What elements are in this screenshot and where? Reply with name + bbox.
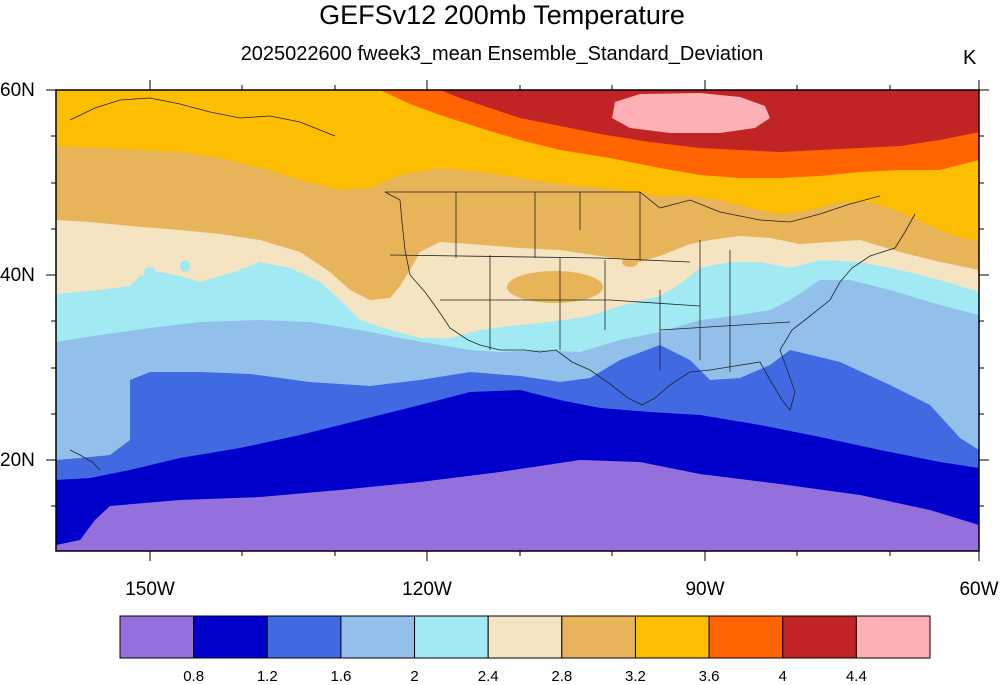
units-label: K [963, 47, 977, 69]
lon-ticks [149, 80, 980, 561]
lat-label-40n: 40N [0, 265, 35, 286]
colorbar-swatch [561, 615, 636, 659]
lon-label-150w: 150W [125, 579, 175, 600]
colorbar [119, 615, 931, 659]
map-subtitle: 2025022600 fweek3_mean Ensemble_Standard… [240, 43, 764, 65]
coastlines [69, 97, 916, 471]
lat-label-20n: 20N [0, 450, 35, 471]
colorbar-swatch [634, 615, 710, 659]
colorbar-swatch [193, 615, 268, 659]
colorbar-tick-label: 0.8 [183, 668, 205, 685]
lat-ticks [46, 89, 989, 507]
colorbar-tick-label: 1.6 [330, 668, 352, 685]
colorbar-tick-label: 3.6 [698, 668, 720, 685]
colorbar-swatch [340, 615, 416, 659]
colorbar-swatch [414, 615, 489, 659]
lon-label-90w: 90W [685, 579, 725, 600]
colorbar-swatch [487, 615, 563, 659]
colorbar-tick-label: 3.2 [625, 668, 646, 685]
colorbar-tick-label: 1.2 [256, 668, 278, 685]
lon-label-120w: 120W [402, 579, 452, 600]
colorbar-tick-label: 2 [410, 668, 419, 685]
colorbar-tick-label: 2.4 [477, 668, 499, 685]
colorbar-swatch [708, 615, 784, 659]
map-title: GEFSv12 200mb Temperature [319, 0, 685, 30]
colorbar-swatch [266, 615, 342, 659]
colorbar-tick-label: 4 [778, 668, 787, 685]
colorbar-swatch [119, 615, 195, 659]
contour-field [56, 90, 979, 551]
band-gt-4.4 [612, 93, 770, 133]
colorbar-tick-label: 4.4 [845, 668, 867, 685]
blob-2-2.4 [144, 267, 156, 277]
colorbar-tick-label: 2.8 [551, 668, 573, 685]
lat-label-60n: 60N [0, 80, 35, 101]
lon-label-60w: 60W [959, 579, 999, 600]
colorbar-swatch [782, 615, 857, 659]
blob-2.8-3.2 [507, 271, 603, 303]
colorbar-swatch [855, 615, 931, 659]
